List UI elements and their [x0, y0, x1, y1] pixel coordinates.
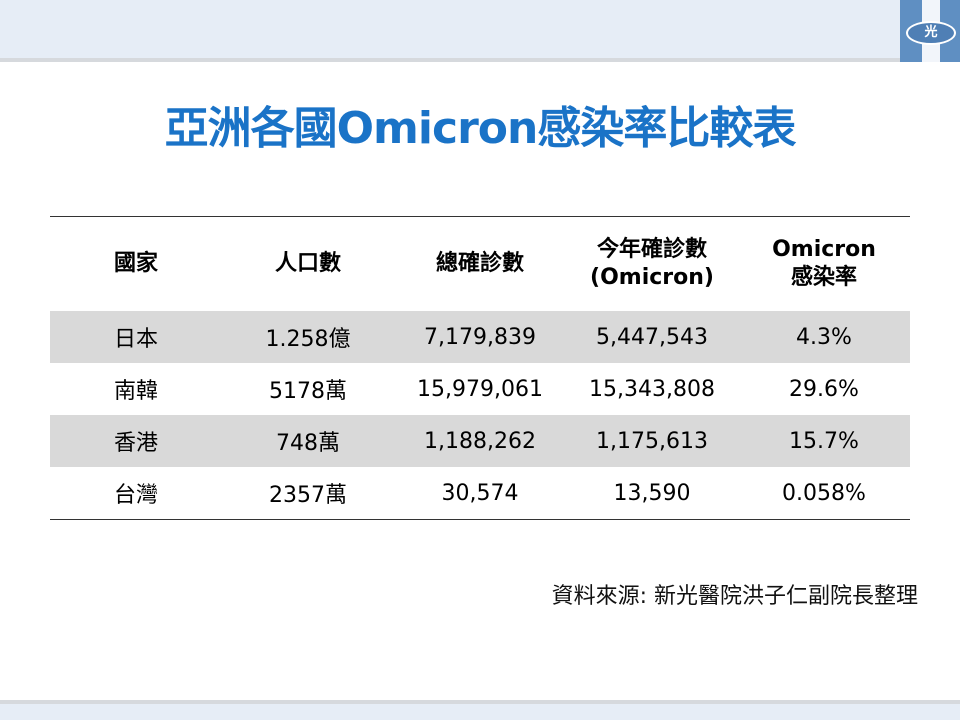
cell-year-cases: 13,590 [613, 480, 691, 506]
cell-country: 日本 [50, 311, 222, 363]
top-banner [0, 0, 960, 62]
cell-year-cases: 5,447,543 [566, 311, 738, 363]
cell-total-cases: 1,188,262 [394, 415, 566, 467]
cell-country: 南韓 [113, 379, 158, 404]
table-row: 南韓 5178萬 15,979,061 15,343,808 29.6% [50, 363, 910, 415]
cell-country: 台灣 [113, 483, 158, 508]
hospital-logo: 光 [900, 0, 960, 62]
cell-infection-rate: 15.7% [738, 415, 910, 467]
slide-title: 亞洲各國Omicron感染率比較表 [164, 103, 797, 154]
header-country: 國家 [113, 251, 158, 276]
header-year-cases: 今年確診數 (Omicron) [590, 237, 714, 290]
table-row: 日本 1.258億 7,179,839 5,447,543 4.3% [50, 311, 910, 363]
bottom-banner [0, 700, 960, 720]
cell-total-cases: 7,179,839 [394, 311, 566, 363]
table-row: 香港 748萬 1,188,262 1,175,613 15.7% [50, 415, 910, 467]
header-total-cases: 總確診數 [435, 251, 524, 276]
cell-population: 748萬 [222, 415, 394, 467]
comparison-table: 國家 人口數 總確診數 今年確診數 (Omicron) Omicron 感染率 … [50, 216, 910, 520]
cell-infection-rate: 0.058% [782, 480, 866, 506]
logo-emblem-icon: 光 [906, 21, 956, 45]
source-note: 資料來源: 新光醫院洪子仁副院長整理 [551, 584, 918, 609]
table-header-row: 國家 人口數 總確診數 今年確診數 (Omicron) Omicron 感染率 [50, 217, 910, 312]
cell-year-cases: 15,343,808 [589, 376, 715, 402]
header-population: 人口數 [274, 251, 341, 276]
cell-total-cases: 30,574 [441, 480, 519, 506]
cell-total-cases: 15,979,061 [417, 376, 543, 402]
cell-year-cases: 1,175,613 [566, 415, 738, 467]
cell-population: 5178萬 [269, 379, 347, 404]
cell-population: 1.258億 [222, 311, 394, 363]
table-row: 台灣 2357萬 30,574 13,590 0.058% [50, 467, 910, 520]
cell-country: 香港 [50, 415, 222, 467]
cell-infection-rate: 29.6% [789, 376, 859, 402]
cell-infection-rate: 4.3% [738, 311, 910, 363]
header-infection-rate: Omicron 感染率 [772, 237, 876, 290]
cell-population: 2357萬 [269, 483, 347, 508]
